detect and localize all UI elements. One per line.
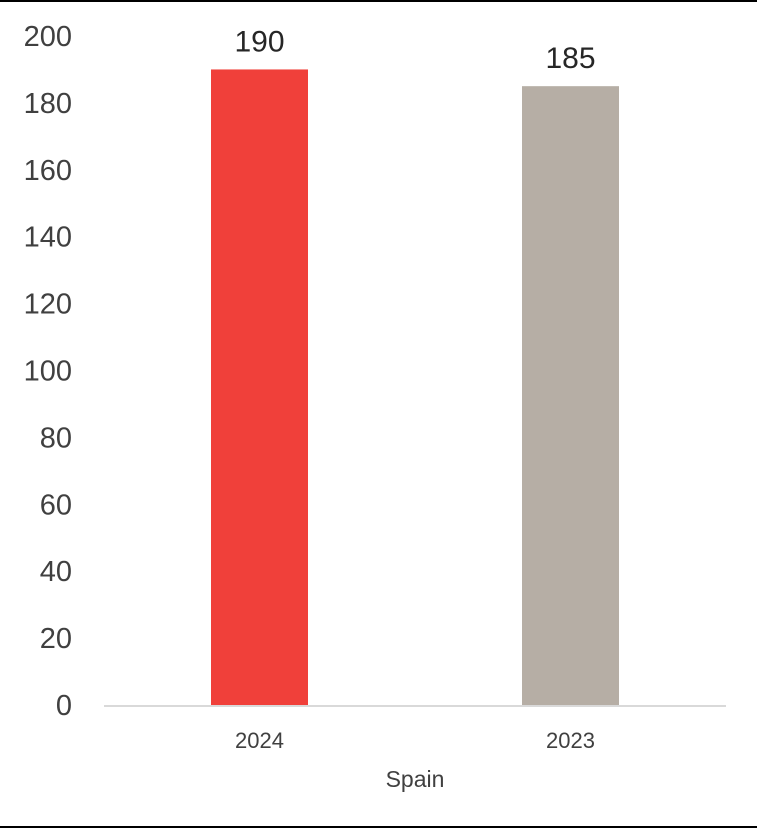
y-tick-label: 100 (24, 356, 72, 388)
data-label: 190 (234, 25, 284, 58)
data-labels: 190 185 (234, 25, 595, 75)
x-axis-ticks: 2024 2023 (235, 728, 595, 753)
data-label: 185 (545, 42, 595, 75)
bars (211, 69, 619, 706)
y-tick-label: 200 (24, 21, 72, 53)
y-tick-label: 40 (40, 556, 72, 588)
x-axis-label: Spain (386, 766, 445, 792)
bar-2023 (522, 86, 619, 706)
y-tick-label: 180 (24, 88, 72, 120)
y-tick-label: 140 (24, 222, 72, 254)
y-tick-label: 120 (24, 289, 72, 321)
y-tick-label: 60 (40, 489, 72, 521)
y-tick-label: 20 (40, 623, 72, 655)
y-tick-label: 0 (56, 690, 72, 722)
y-axis-ticks: 0 20 40 60 80 100 120 140 160 180 200 (24, 21, 72, 722)
x-tick-label: 2024 (235, 728, 284, 753)
y-tick-label: 160 (24, 155, 72, 187)
x-tick-label: 2023 (546, 728, 595, 753)
top-border (0, 0, 757, 2)
bottom-border (0, 826, 757, 828)
bar-2024 (211, 69, 308, 705)
y-tick-label: 80 (40, 422, 72, 454)
